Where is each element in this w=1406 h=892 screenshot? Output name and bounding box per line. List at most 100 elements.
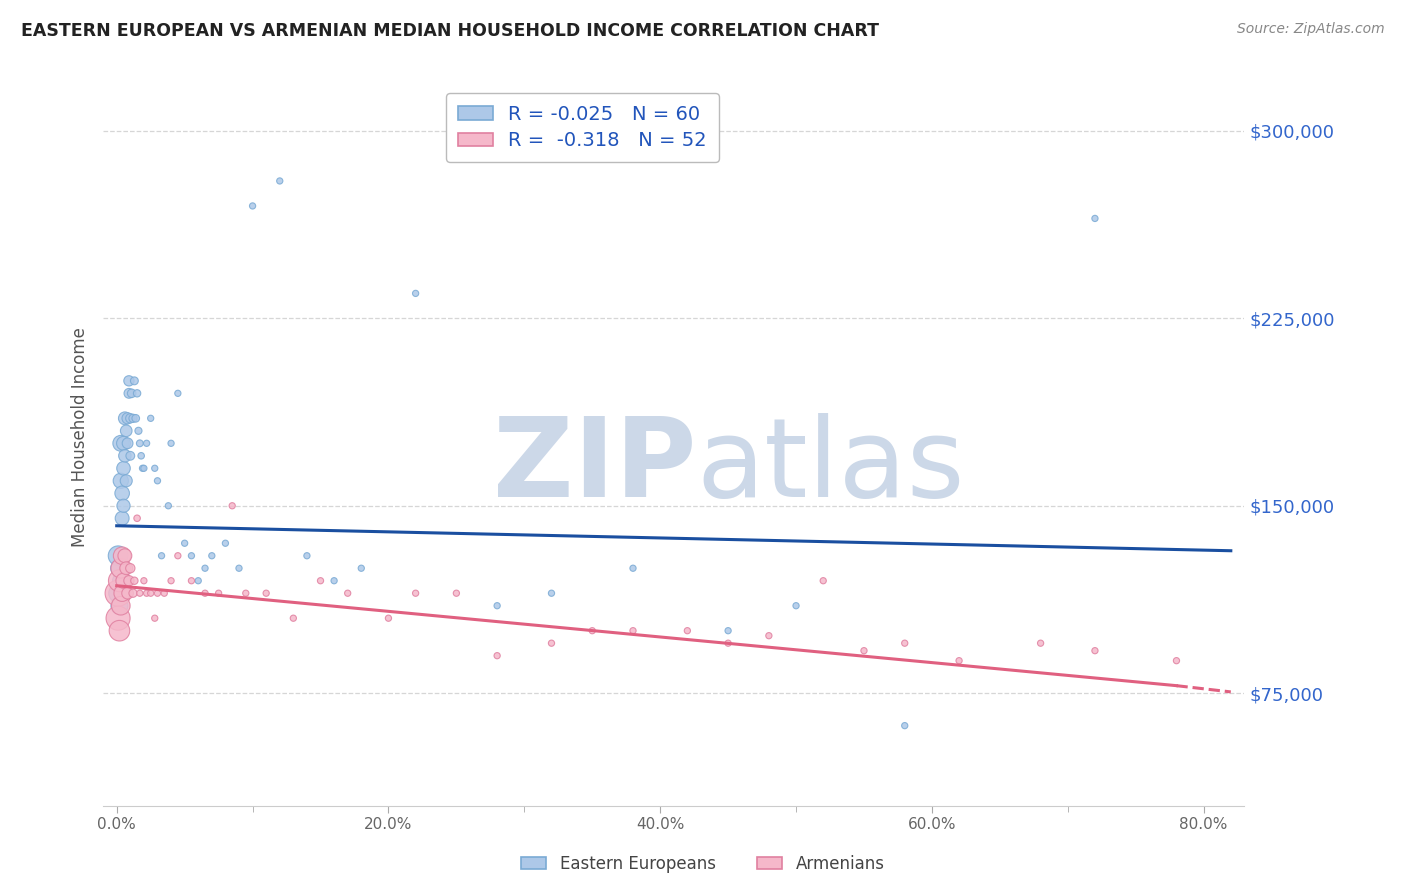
Point [242, 199, 264, 213]
Point [194, 586, 217, 600]
Point [180, 549, 202, 563]
Point [948, 654, 970, 668]
Point [108, 624, 131, 638]
Point [114, 449, 136, 463]
Point [128, 436, 150, 450]
Text: ZIP: ZIP [494, 413, 696, 520]
Point [717, 636, 740, 650]
Point [283, 611, 305, 625]
Point [717, 624, 740, 638]
Point [581, 624, 603, 638]
Point [893, 636, 915, 650]
Point [111, 586, 134, 600]
Point [1029, 636, 1052, 650]
Point [117, 436, 139, 450]
Point [114, 549, 136, 563]
Point [813, 574, 835, 588]
Point [110, 436, 132, 450]
Point [295, 549, 318, 563]
Point [132, 461, 155, 475]
Point [110, 561, 132, 575]
Point [486, 599, 509, 613]
Point [115, 424, 138, 438]
Point [139, 411, 162, 425]
Point [107, 586, 129, 600]
Point [446, 586, 468, 600]
Point [111, 486, 134, 500]
Point [486, 648, 509, 663]
Point [114, 411, 136, 425]
Point [115, 474, 138, 488]
Point [157, 499, 180, 513]
Point [112, 499, 135, 513]
Point [107, 611, 129, 625]
Point [235, 586, 257, 600]
Point [540, 586, 562, 600]
Y-axis label: Median Household Income: Median Household Income [72, 327, 89, 547]
Point [118, 386, 141, 401]
Point [135, 586, 157, 600]
Point [108, 561, 131, 575]
Point [146, 474, 169, 488]
Point [1084, 643, 1107, 657]
Point [1166, 654, 1188, 668]
Point [127, 424, 149, 438]
Point [350, 561, 373, 575]
Point [160, 574, 183, 588]
Point [180, 574, 202, 588]
Point [122, 411, 145, 425]
Point [146, 586, 169, 600]
Text: EASTERN EUROPEAN VS ARMENIAN MEDIAN HOUSEHOLD INCOME CORRELATION CHART: EASTERN EUROPEAN VS ARMENIAN MEDIAN HOUS… [21, 22, 879, 40]
Point [107, 586, 129, 600]
Point [166, 549, 188, 563]
Point [111, 511, 134, 525]
Point [107, 549, 129, 563]
Point [121, 386, 143, 401]
Point [122, 586, 145, 600]
Point [377, 611, 399, 625]
Point [153, 586, 176, 600]
Point [621, 561, 644, 575]
Point [111, 549, 134, 563]
Point [1084, 211, 1107, 226]
Point [150, 549, 173, 563]
Point [143, 461, 166, 475]
Point [124, 374, 146, 388]
Point [112, 461, 135, 475]
Point [112, 436, 135, 450]
Point [127, 386, 149, 401]
Point [118, 574, 141, 588]
Point [120, 411, 142, 425]
Point [254, 586, 277, 600]
Point [117, 411, 139, 425]
Point [405, 286, 427, 301]
Point [110, 474, 132, 488]
Point [207, 586, 229, 600]
Point [852, 643, 875, 657]
Point [118, 374, 141, 388]
Point [127, 511, 149, 525]
Point [110, 574, 132, 588]
Point [194, 561, 217, 575]
Point [758, 629, 780, 643]
Point [323, 574, 346, 588]
Point [214, 536, 236, 550]
Text: atlas: atlas [696, 413, 965, 520]
Point [128, 586, 150, 600]
Point [221, 499, 243, 513]
Point [132, 574, 155, 588]
Point [676, 624, 699, 638]
Point [540, 636, 562, 650]
Point [131, 461, 153, 475]
Text: Source: ZipAtlas.com: Source: ZipAtlas.com [1237, 22, 1385, 37]
Point [201, 549, 224, 563]
Point [336, 586, 359, 600]
Legend: Eastern Europeans, Armenians: Eastern Europeans, Armenians [515, 848, 891, 880]
Point [117, 586, 139, 600]
Point [173, 536, 195, 550]
Point [112, 574, 135, 588]
Point [785, 599, 807, 613]
Point [120, 561, 142, 575]
Point [228, 561, 250, 575]
Point [115, 561, 138, 575]
